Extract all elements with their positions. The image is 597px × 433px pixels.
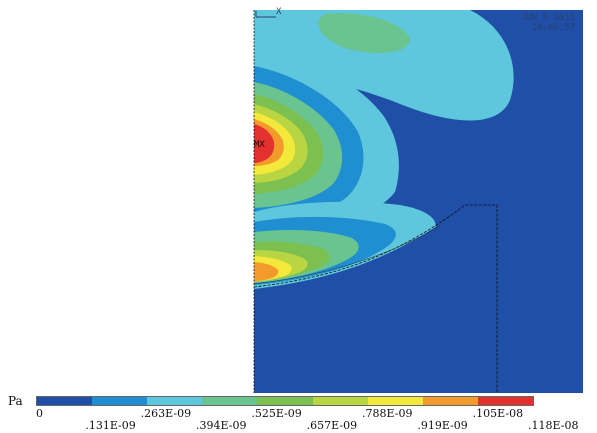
solid-boundary-line: [253, 204, 498, 392]
legend-tick-label: .525E-09: [251, 407, 302, 420]
legend-tick-label: .118E-08: [528, 419, 579, 432]
legend-swatch: [477, 397, 533, 405]
legend-tick-label: .657E-09: [306, 419, 358, 432]
legend-tick-label: .788E-09: [362, 407, 413, 420]
legend-tick-label: .131E-09: [85, 419, 136, 432]
legend-color-bar: [36, 396, 534, 406]
pressure-contours: [254, 10, 514, 393]
legend-swatch: [312, 397, 368, 405]
contour-band-upper-inner: [318, 13, 411, 53]
legend-tick-label: .105E-08: [472, 407, 524, 420]
legend-tick-label: .263E-09: [140, 407, 192, 420]
legend-swatch: [202, 397, 258, 405]
contour-band-lower-7: [254, 262, 279, 281]
plot-time: 10:00:57: [531, 23, 575, 33]
legend-unit: Pa: [8, 394, 23, 408]
legend-swatch: [422, 397, 478, 405]
legend-swatch: [257, 397, 313, 405]
legend-tick-label: .394E-09: [196, 419, 247, 432]
max-marker: MX: [254, 140, 265, 150]
contour-band-center-max: [254, 124, 275, 163]
solid-boundary-line-inner: [253, 225, 441, 285]
legend-swatch: [367, 397, 423, 405]
axis-label-x: X: [276, 7, 282, 17]
contour-band-upper-outer: [254, 10, 514, 121]
solid-region-fill: [254, 206, 497, 393]
legend-swatch: [147, 397, 203, 405]
legend-swatch: [92, 397, 148, 405]
legend-swatch: [37, 397, 93, 405]
legend-tick-label: .919E-09: [417, 419, 468, 432]
legend-tick-label: 0: [36, 407, 43, 420]
plot-date: JUN 5 2013: [520, 13, 575, 23]
axis-triad: [255, 11, 276, 18]
